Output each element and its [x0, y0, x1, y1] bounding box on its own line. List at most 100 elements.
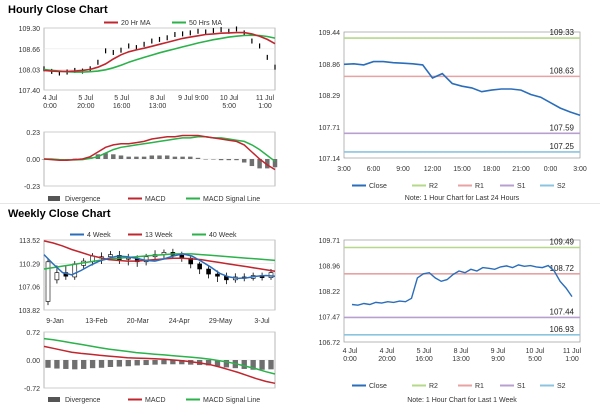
y-tick-label: 108.29: [319, 93, 341, 100]
x-tick-label: 16:00: [113, 103, 131, 110]
y-tick-label: 106.72: [319, 340, 341, 347]
y-tick-label: 109.30: [19, 26, 41, 33]
series-line-20hr-ma: [43, 31, 276, 73]
x-tick-label: 4 Jul: [343, 348, 358, 355]
x-tick-label: 3:00: [573, 166, 587, 173]
legend-divergence: Divergence: [65, 397, 101, 404]
x-tick-label: 6:00: [367, 166, 381, 173]
series-line-macd: [43, 345, 276, 385]
divergence-bar: [211, 159, 216, 160]
legend-40-week: 40 Week: [209, 232, 237, 239]
divergence-bar: [157, 155, 162, 159]
legend-close: Close: [369, 383, 387, 390]
divergence-bar: [164, 155, 170, 159]
candle-body: [197, 263, 202, 270]
legend-macd-signal: MACD Signal Line: [203, 397, 260, 404]
x-tick-label: 16:00: [415, 356, 433, 363]
x-tick-label: 9 Jul: [491, 348, 506, 355]
y-tick-label: 107.06: [19, 285, 41, 292]
x-tick-label: 0:00: [544, 166, 558, 173]
y-tick-label: 107.47: [319, 314, 341, 321]
x-tick-label: 15:00: [453, 166, 471, 173]
x-tick-label: 12:00: [424, 166, 442, 173]
x-tick-label: 9:00: [491, 356, 505, 363]
legend-macd: MACD: [145, 397, 166, 404]
divergence-bar: [259, 360, 265, 370]
x-tick-label: 29-May: [209, 318, 233, 325]
y-tick-label: 0.23: [26, 130, 40, 137]
y-tick-label: 0.72: [26, 330, 40, 337]
divergence-bar: [149, 155, 155, 159]
x-tick-label: 9-Jan: [46, 318, 64, 325]
legend-s1: S1: [517, 383, 526, 390]
legend-r2: R2: [429, 183, 438, 190]
candle-body: [143, 256, 149, 263]
level-label-s2: 106.93: [550, 325, 575, 334]
level-label-r1: 108.63: [550, 66, 575, 75]
x-tick-label: 13-Feb: [85, 318, 107, 325]
x-tick-label: 8 Jul: [454, 348, 469, 355]
series-line-close: [343, 60, 581, 117]
candle-body: [215, 273, 220, 277]
legend-divergence-swatch: [48, 397, 60, 402]
y-tick-label: 108.03: [19, 67, 41, 74]
divergence-bar: [172, 156, 178, 159]
hourly-macd-chart: 0.23 0.00 -0.23 Divergence MACD MACD Signal L…: [24, 130, 278, 203]
x-tick-label: 13:00: [452, 356, 470, 363]
x-tick-label: 5:00: [528, 356, 542, 363]
divergence-bar: [72, 360, 78, 370]
x-tick-label: 24-Apr: [169, 318, 191, 325]
legend-macd-signal: MACD Signal Line: [203, 196, 260, 203]
x-tick-label: 5 Jul: [114, 95, 129, 102]
x-tick-label: 5 Jul: [417, 348, 432, 355]
divergence-bar: [203, 159, 208, 160]
y-tick-label: 108.66: [19, 47, 41, 54]
divergence-bar: [272, 159, 278, 168]
divergence-bar: [161, 360, 167, 365]
x-tick-label: 20:00: [77, 103, 95, 110]
series-line-50hr-ma: [43, 34, 276, 73]
y-tick-label: 107.71: [319, 125, 341, 132]
divergence-bar: [134, 156, 139, 159]
divergence-bar: [195, 157, 201, 159]
x-tick-label: 20:00: [378, 356, 396, 363]
divergence-bar: [63, 360, 69, 369]
level-label-r2: 109.33: [550, 28, 575, 37]
legend-divergence-swatch: [48, 196, 60, 201]
divergence-bar: [188, 156, 193, 159]
x-tick-label: 9 Jul 9:00: [178, 95, 208, 102]
legend-r1: R1: [475, 383, 484, 390]
y-tick-label: 103.82: [19, 308, 41, 315]
hourly-price-chart: 109.30 108.66 108.03 107.40 20 Hr MA 50 Hrs M…: [19, 20, 276, 110]
divergence-bar: [89, 360, 96, 369]
level-label-s1: 107.59: [550, 123, 575, 132]
divergence-bar: [125, 360, 131, 367]
x-tick-label: 20-Mar: [127, 318, 150, 325]
divergence-bar: [241, 159, 247, 163]
legend-divergence: Divergence: [65, 196, 101, 203]
divergence-bar: [103, 153, 108, 159]
divergence-bar: [179, 360, 185, 365]
y-tick-label: 0.00: [26, 358, 40, 365]
series-line-13-week: [43, 240, 276, 272]
x-tick-label: 1:00: [258, 103, 272, 110]
divergence-bar: [111, 154, 116, 159]
series-line-close: [351, 264, 573, 306]
legend-close: Close: [369, 183, 387, 190]
divergence-bar: [268, 360, 274, 370]
candle-body: [45, 261, 51, 302]
legend-4-week: 4 Week: [87, 232, 111, 239]
legend-20hr-ma: 20 Hr MA: [121, 20, 151, 27]
chart-note: Note: 1 Hour Chart for Last 24 Hours: [405, 195, 520, 202]
weekly-price-chart: 113.52 110.29 107.06 103.82 4 Week 13 Week 40 …: [19, 232, 276, 325]
divergence-bar: [126, 156, 131, 159]
series-line-macd-signal: [43, 337, 276, 375]
x-tick-label: 11 Jul: [563, 348, 582, 355]
divergence-bar: [170, 360, 176, 365]
divergence-bar: [218, 159, 224, 161]
divergence-bar: [234, 159, 239, 161]
legend-50hr-ma: 50 Hrs MA: [189, 20, 222, 27]
legend-r1: R1: [475, 183, 484, 190]
y-tick-label: 108.96: [319, 264, 341, 271]
y-tick-label: -0.23: [24, 184, 40, 191]
